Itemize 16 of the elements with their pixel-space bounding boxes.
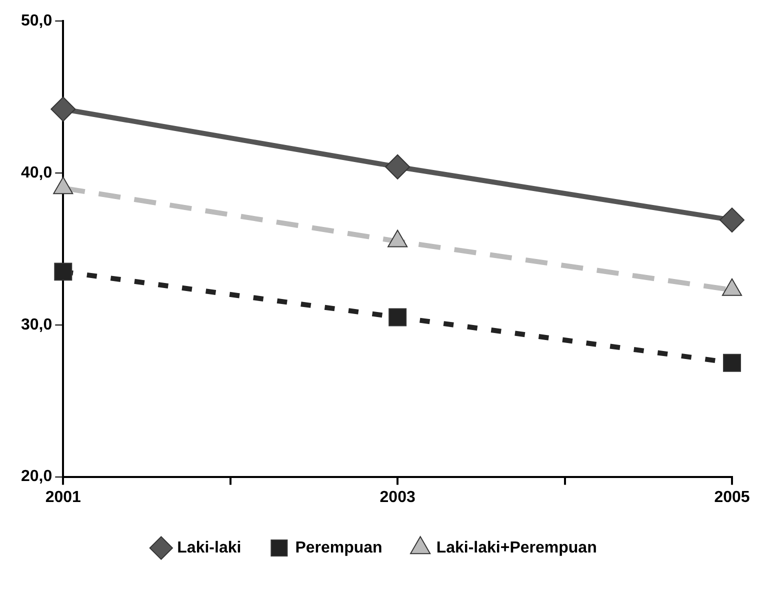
y-tick-label: 20,0 xyxy=(21,468,52,486)
x-tick-label: 2003 xyxy=(380,488,416,506)
point xyxy=(720,208,744,233)
point xyxy=(50,96,76,122)
point xyxy=(385,154,410,180)
x-tick-label: 2005 xyxy=(714,488,750,506)
point xyxy=(388,308,407,326)
legend-label: Perempuan xyxy=(295,539,382,556)
y-tick-label: 30,0 xyxy=(21,316,52,334)
y-tick-label: 50,0 xyxy=(21,12,52,30)
point xyxy=(723,354,741,372)
legend-label: Laki-laki+Perempuan xyxy=(436,539,597,556)
legend-label: Laki-laki xyxy=(177,539,242,556)
y-tick-label: 40,0 xyxy=(21,164,52,182)
x-tick-label: 2001 xyxy=(45,488,82,506)
point xyxy=(54,262,72,281)
